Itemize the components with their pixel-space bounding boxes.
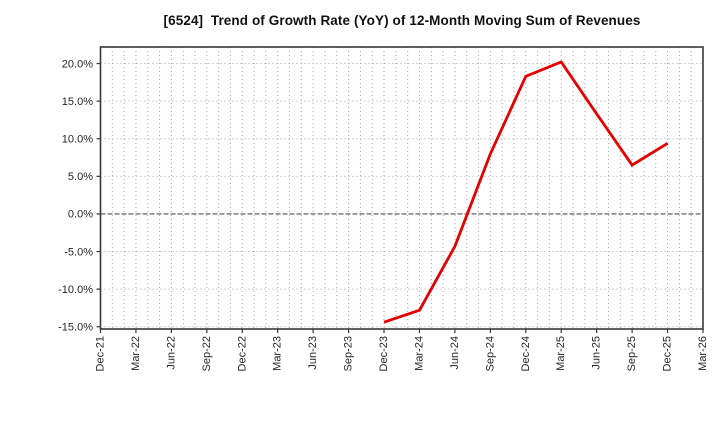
y-tick-label: 0.0% — [68, 209, 93, 221]
y-tick-label: 15.0% — [62, 96, 93, 108]
x-tick-label: Jun-22 — [165, 336, 177, 370]
x-tick-label: Dec-22 — [236, 336, 248, 371]
plot-border — [99, 46, 704, 330]
x-tick-label: Sep-23 — [343, 336, 355, 371]
x-tick-label: Dec-24 — [520, 336, 532, 371]
x-tick-label: Jun-24 — [449, 336, 461, 370]
y-tick-label: -5.0% — [64, 246, 93, 258]
x-tick-label: Sep-24 — [484, 336, 496, 371]
x-tick-label: Mar-24 — [413, 336, 425, 371]
x-tick-label: Mar-25 — [555, 336, 567, 371]
x-tick-label: Jun-25 — [591, 336, 603, 370]
y-tick-label: 10.0% — [62, 134, 93, 146]
x-tick-label: Dec-23 — [378, 336, 390, 371]
x-tick-label: Dec-25 — [662, 336, 674, 371]
x-tick-label: Mar-26 — [697, 336, 709, 371]
y-tick-label: 5.0% — [68, 171, 93, 183]
chart-title: [6524] Trend of Growth Rate (YoY) of 12-… — [163, 13, 641, 28]
y-tick-label: -15.0% — [58, 322, 93, 334]
x-tick-label: Jun-23 — [307, 336, 319, 370]
y-tick-label: -10.0% — [58, 284, 93, 296]
series-line-growth-rate — [383, 60, 669, 324]
x-tick-label: Mar-22 — [130, 336, 142, 371]
x-tick-label: Dec-21 — [95, 336, 107, 371]
y-tick-label: 20.0% — [62, 58, 93, 70]
x-tick-label: Sep-25 — [626, 336, 638, 371]
x-tick-label: Mar-23 — [272, 336, 284, 371]
x-tick-label: Sep-22 — [201, 336, 213, 371]
